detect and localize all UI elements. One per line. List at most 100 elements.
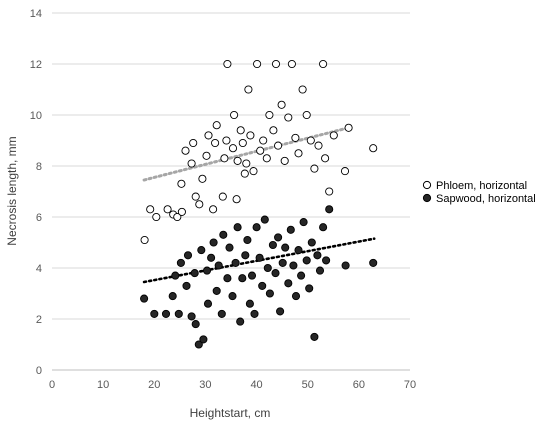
data-point-phloem — [228, 144, 238, 153]
data-point-sapwood — [219, 230, 228, 239]
data-point-sapwood — [341, 261, 350, 270]
data-point-sapwood — [238, 274, 247, 283]
data-point-sapwood — [291, 292, 301, 301]
data-point-sapwood — [191, 320, 200, 329]
x-tick-label: 60 — [353, 379, 365, 391]
data-point-phloem — [181, 146, 190, 155]
data-point-phloem — [218, 192, 227, 201]
x-tick-label: 50 — [302, 379, 314, 391]
data-point-sapwood — [319, 223, 328, 232]
data-point-sapwood — [286, 225, 295, 234]
x-tick-label: 30 — [199, 379, 211, 391]
x-tick-label: 20 — [148, 379, 160, 391]
data-point-phloem — [319, 59, 328, 69]
data-point-sapwood — [315, 266, 325, 275]
data-point-sapwood — [268, 240, 277, 250]
data-point-phloem — [287, 59, 296, 69]
data-point-sapwood — [176, 258, 185, 267]
data-point-sapwood — [247, 271, 257, 280]
data-point-phloem — [140, 235, 149, 245]
data-point-phloem — [302, 110, 311, 120]
data-point-sapwood — [265, 289, 274, 298]
data-point-sapwood — [150, 309, 159, 318]
data-point-phloem — [321, 154, 330, 163]
data-point-sapwood — [182, 281, 191, 290]
data-point-phloem — [202, 151, 211, 160]
data-point-sapwood — [161, 309, 171, 318]
data-point-phloem — [238, 138, 247, 148]
data-point-phloem — [230, 110, 239, 120]
data-point-phloem — [211, 138, 220, 148]
data-point-sapwood — [289, 261, 298, 270]
data-point-phloem — [265, 110, 274, 120]
data-point-sapwood — [271, 269, 280, 278]
data-point-sapwood — [250, 309, 259, 318]
data-point-phloem — [209, 205, 218, 214]
x-axis-title: Heightstart, cm — [190, 406, 271, 420]
y-tick-label: 2 — [36, 314, 42, 326]
y-tick-labels: 0 2 4 6 8 10 12 14 — [30, 8, 42, 377]
data-point-sapwood — [223, 274, 232, 283]
y-tick-label: 10 — [30, 110, 42, 122]
data-point-phloem — [306, 136, 315, 145]
data-point-sapwood — [183, 251, 193, 260]
data-point-phloem — [187, 159, 196, 168]
data-point-phloem — [310, 164, 319, 173]
data-point-sapwood — [228, 292, 237, 301]
legend-marker-sapwood — [422, 193, 432, 203]
data-point-phloem — [177, 179, 186, 188]
data-point-phloem — [163, 205, 172, 214]
data-point-sapwood — [276, 307, 285, 316]
x-tick-label: 70 — [404, 379, 416, 391]
data-point-sapwood — [263, 263, 272, 273]
data-point-sapwood — [325, 205, 334, 214]
data-point-sapwood — [243, 235, 252, 245]
data-point-sapwood — [322, 256, 331, 265]
data-point-phloem — [244, 85, 253, 94]
y-tick-label: 4 — [36, 263, 42, 275]
data-point-phloem — [152, 212, 161, 222]
data-point-sapwood — [233, 223, 242, 232]
data-point-sapwood — [307, 238, 316, 247]
data-point-phloem — [195, 200, 204, 209]
data-point-sapwood — [190, 269, 199, 278]
data-point-phloem — [256, 146, 265, 155]
data-point-sapwood — [258, 281, 267, 290]
data-point-sapwood — [278, 258, 287, 267]
data-point-phloem — [294, 149, 303, 158]
data-point-sapwood — [369, 258, 378, 267]
data-point-sapwood — [199, 335, 208, 344]
data-point-phloem — [242, 159, 251, 168]
trendline-phloem — [142, 126, 351, 182]
data-point-sapwood — [217, 309, 226, 318]
data-point-sapwood — [260, 215, 269, 224]
data-point-sapwood — [214, 261, 223, 270]
data-point-phloem — [146, 205, 155, 214]
data-point-sapwood — [225, 243, 234, 252]
data-point-sapwood — [202, 266, 212, 275]
data-point-phloem — [340, 167, 350, 176]
data-point-phloem — [177, 207, 186, 216]
data-point-sapwood — [274, 233, 283, 242]
data-point-sapwood — [255, 253, 264, 262]
data-point-sapwood — [294, 246, 303, 255]
y-tick-label: 12 — [30, 59, 42, 71]
x-tick-labels: 0 10 20 30 40 50 60 70 — [49, 379, 416, 391]
data-point-phloem — [198, 174, 207, 183]
data-point-sapwood — [299, 218, 308, 227]
data-point-sapwood — [203, 299, 213, 308]
data-point-sapwood — [212, 286, 221, 295]
data-point-sapwood — [171, 271, 180, 280]
data-point-phloem — [259, 136, 268, 145]
data-point-phloem — [249, 167, 258, 176]
data-point-phloem — [212, 121, 221, 130]
data-point-sapwood — [231, 258, 240, 267]
data-point-phloem — [369, 144, 378, 153]
data-point-sapwood — [197, 246, 206, 255]
legend: Phloem, horizontal Sapwood, horizontal — [422, 180, 536, 205]
gridlines — [52, 12, 410, 320]
data-point-phloem — [262, 154, 271, 163]
data-point-phloem — [240, 169, 249, 178]
y-tick-label: 6 — [36, 212, 42, 224]
